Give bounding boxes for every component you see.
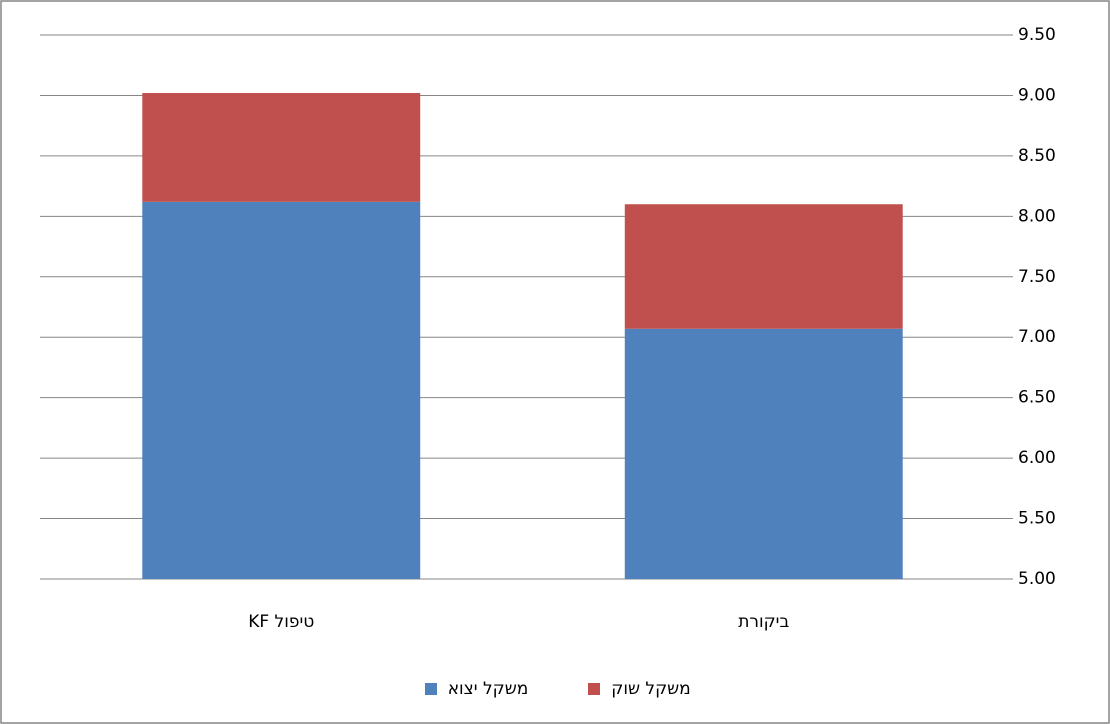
y-tick-label: 9.50 [1018,25,1056,45]
legend-label: משקל שוק [611,679,690,699]
x-tick-label: טיפול KF [248,612,314,632]
bar-segment [142,93,421,202]
y-tick-label: 7.50 [1018,267,1056,287]
bar-segment [142,201,421,579]
y-tick-label: 8.00 [1018,206,1056,226]
x-tick-label: ביקורת [738,612,789,632]
y-tick-label: 7.00 [1018,327,1056,347]
y-tick-label: 5.50 [1018,509,1056,529]
y-tick-label: 5.00 [1018,569,1056,589]
y-tick-label: 6.50 [1018,388,1056,408]
y-tick-label: 9.00 [1018,85,1056,105]
legend-swatch [588,683,600,695]
bar-segment [624,328,903,579]
legend-label: משקל יצוא [448,679,529,699]
y-tick-label: 6.00 [1018,448,1056,468]
y-tick-label: 8.50 [1018,146,1056,166]
legend-swatch [425,683,437,695]
bar-segment [624,204,903,329]
